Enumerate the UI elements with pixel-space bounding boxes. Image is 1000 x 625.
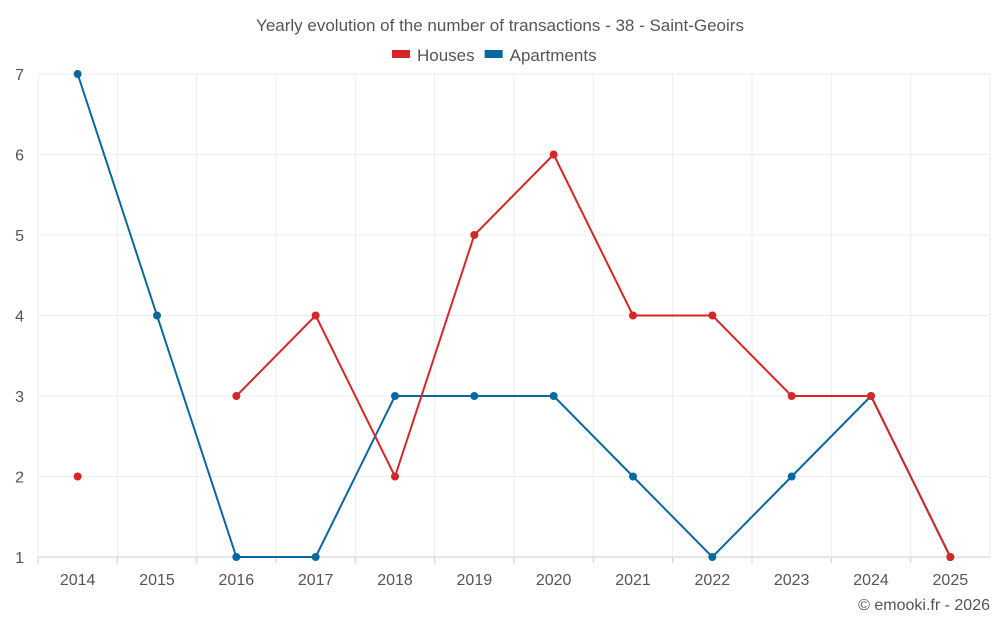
x-tick-label: 2014 xyxy=(60,572,96,589)
legend-label: Apartments xyxy=(510,46,597,65)
data-point xyxy=(391,392,399,400)
data-point xyxy=(629,311,637,320)
data-point xyxy=(549,150,558,159)
legend-label: Houses xyxy=(417,46,475,65)
series-line xyxy=(76,73,952,559)
data-point xyxy=(787,392,796,400)
data-point xyxy=(73,70,82,78)
data-point xyxy=(470,392,479,400)
y-tick-label: 2 xyxy=(15,470,24,487)
data-point xyxy=(708,311,717,320)
x-tick-label: 2018 xyxy=(377,572,413,589)
credit: © emooki.fr - 2026 xyxy=(858,597,990,614)
legend: Houses Apartments xyxy=(392,46,597,65)
x-tick-label: 2025 xyxy=(933,572,969,589)
data-point xyxy=(470,231,479,239)
data-point xyxy=(153,311,161,320)
series-line xyxy=(235,152,952,558)
grid xyxy=(37,73,991,558)
data-point xyxy=(549,392,558,400)
x-tick-label: 2021 xyxy=(615,572,651,589)
y-tick-label: 1 xyxy=(15,550,24,567)
x-tick-label: 2022 xyxy=(695,572,731,589)
y-tick-label: 6 xyxy=(15,148,24,165)
data-point xyxy=(232,553,241,561)
data-point xyxy=(708,553,717,561)
chart-title: Yearly evolution of the number of transa… xyxy=(256,16,744,35)
data-point xyxy=(391,472,399,481)
y-tick-label: 3 xyxy=(15,389,24,406)
data-point xyxy=(867,392,875,400)
data-point xyxy=(232,392,241,400)
data-point xyxy=(946,553,955,561)
x-tick-label: 2020 xyxy=(536,572,572,589)
data-point xyxy=(311,553,320,561)
x-tick-label: 2017 xyxy=(298,572,334,589)
legend-swatch xyxy=(392,50,410,58)
x-tick-label: 2019 xyxy=(457,572,493,589)
x-tick-label: 2023 xyxy=(774,572,810,589)
y-tick-label: 7 xyxy=(15,67,24,84)
series xyxy=(73,70,955,561)
data-point xyxy=(629,472,637,481)
x-tick-label: 2015 xyxy=(139,572,175,589)
x-tick-label: 2016 xyxy=(219,572,255,589)
axes: 1 2 3 4 5 6 7 2014 2015 2016 2017 2018 2019 2020 2021 2… xyxy=(15,67,968,589)
x-tick-label: 2024 xyxy=(853,572,889,589)
legend-swatch xyxy=(484,50,503,58)
y-tick-label: 5 xyxy=(15,228,24,245)
data-point xyxy=(73,472,82,481)
data-point xyxy=(787,472,796,481)
data-point xyxy=(311,311,320,320)
series-houses xyxy=(73,150,955,561)
y-tick-label: 4 xyxy=(15,309,24,326)
